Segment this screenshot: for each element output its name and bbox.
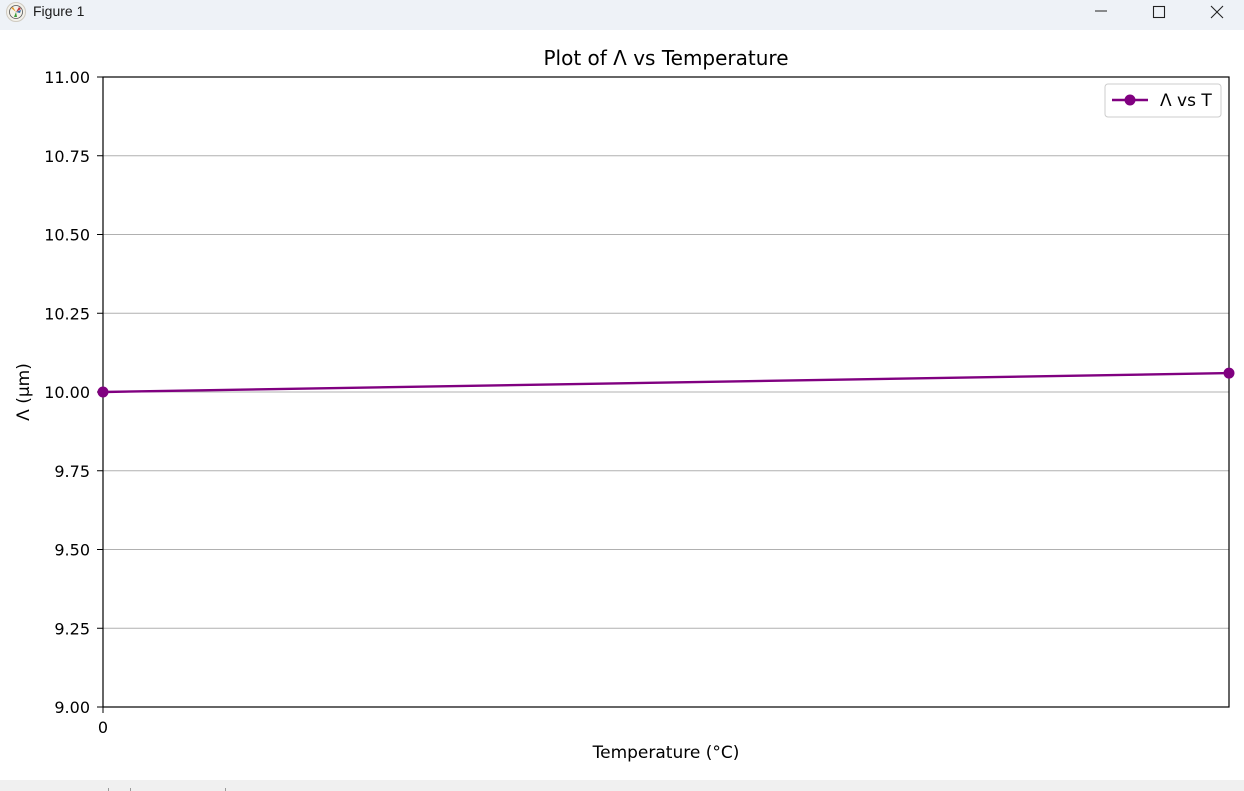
toolbar-separator bbox=[225, 788, 226, 791]
grid-lines bbox=[103, 155, 1229, 629]
figure-canvas: 9.00 9.25 9.50 9.75 10.00 10.25 10.50 10.75 11.0… bbox=[0, 30, 1244, 780]
maximize-button[interactable] bbox=[1130, 0, 1188, 30]
legend-label: Λ vs T bbox=[1160, 91, 1212, 111]
chart-title: Plot of Λ vs Temperature bbox=[543, 46, 788, 70]
toolbar-separator bbox=[108, 788, 109, 791]
y-axis-ticks: 9.00 9.25 9.50 9.75 10.00 10.25 10.50 10.75 11.0… bbox=[44, 68, 103, 717]
y-tick-label: 11.00 bbox=[44, 68, 90, 87]
window-title: Figure 1 bbox=[33, 3, 85, 19]
y-tick-label: 9.25 bbox=[54, 619, 90, 638]
y-tick-label: 9.75 bbox=[54, 462, 90, 481]
data-point bbox=[1223, 367, 1235, 379]
y-tick-label: 10.75 bbox=[44, 147, 90, 166]
toolbar-separator bbox=[130, 788, 131, 791]
y-tick-label: 9.00 bbox=[54, 698, 90, 717]
close-button[interactable] bbox=[1188, 0, 1244, 30]
y-tick-label: 10.50 bbox=[44, 226, 90, 245]
x-axis-label: Temperature (°C) bbox=[592, 743, 740, 763]
legend-box bbox=[1104, 83, 1222, 118]
minimize-icon bbox=[1095, 10, 1107, 12]
y-tick-label: 10.25 bbox=[44, 304, 90, 323]
x-tick-label: 0 bbox=[98, 718, 108, 737]
close-icon bbox=[1210, 5, 1224, 19]
y-tick-label: 10.00 bbox=[44, 383, 90, 402]
x-axis-ticks: 0 bbox=[98, 707, 108, 737]
navigation-toolbar bbox=[0, 780, 1244, 791]
window-titlebar: Figure 1 bbox=[0, 0, 1244, 30]
matplotlib-icon bbox=[6, 2, 26, 22]
maximize-icon bbox=[1152, 5, 1166, 19]
series-layer bbox=[97, 367, 1235, 398]
y-axis-label: Λ (μm) bbox=[14, 363, 34, 421]
legend: Λ vs T bbox=[1104, 83, 1222, 118]
y-tick-label: 9.50 bbox=[54, 541, 90, 560]
series-line bbox=[102, 371, 1230, 394]
data-point bbox=[97, 386, 109, 398]
chart-svg: 9.00 9.25 9.50 9.75 10.00 10.25 10.50 10.75 11.0… bbox=[14, 46, 1235, 763]
legend-marker-swatch bbox=[1124, 94, 1136, 106]
minimize-button[interactable] bbox=[1072, 0, 1130, 30]
